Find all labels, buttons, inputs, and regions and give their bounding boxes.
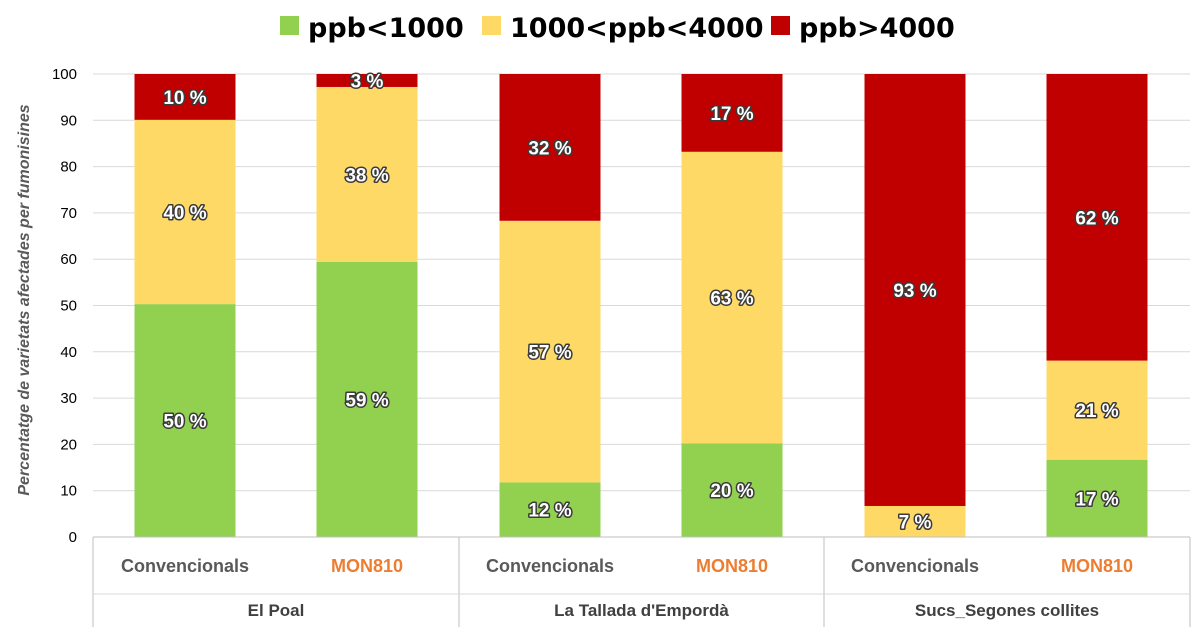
bars bbox=[134, 74, 1148, 537]
data-label-3-2: 17 % bbox=[710, 104, 753, 125]
category-label-2: Convencionals bbox=[486, 556, 614, 576]
category-label-1: MON810 bbox=[331, 556, 403, 576]
bar-segment-2-2 bbox=[499, 74, 601, 221]
data-label-2-1: 57 % bbox=[528, 343, 571, 364]
data-labels: 50 % 40 % 10 % 59 % 38 % 3 % 12 % 57 % 32 % 20 % 6… bbox=[162, 70, 1120, 535]
y-tick-label-100: 100 bbox=[52, 66, 77, 83]
bar-segment-1-1 bbox=[316, 86, 418, 262]
y-tick-label-50: 50 bbox=[60, 298, 77, 315]
category-label-4: Convencionals bbox=[851, 556, 979, 576]
y-tick-label-40: 40 bbox=[60, 344, 77, 361]
legend-swatch-0 bbox=[280, 16, 299, 35]
category-label-5: MON810 bbox=[1061, 556, 1133, 576]
bar-segment-0-0 bbox=[134, 304, 236, 537]
y-axis-label: Percentatge de varietats afectades per f… bbox=[16, 104, 33, 495]
data-label-0-1: 40 % bbox=[163, 203, 206, 224]
group-label-2: Sucs_Segones collites bbox=[915, 601, 1099, 620]
bar-segment-3-1 bbox=[681, 151, 783, 444]
data-label-4-1: 7 % bbox=[899, 512, 932, 533]
legend-swatch-1 bbox=[482, 16, 501, 35]
bar-segment-2-1 bbox=[499, 220, 601, 483]
legend-swatch-2 bbox=[771, 16, 790, 35]
legend-label-0: ppb<1000 bbox=[308, 13, 464, 44]
y-tick-label-80: 80 bbox=[60, 159, 77, 176]
group-label-1: La Tallada d'Empordà bbox=[554, 601, 729, 620]
bar-segment-3-0 bbox=[681, 443, 783, 537]
data-label-1-1: 38 % bbox=[345, 165, 388, 186]
group-label-0: El Poal bbox=[248, 601, 305, 620]
data-label-4-2: 93 % bbox=[893, 281, 936, 302]
data-label-5-0: 17 % bbox=[1075, 489, 1118, 510]
legend: ppb<1000 1000<ppb<4000 ppb>4000 bbox=[280, 13, 955, 44]
y-tick-label-20: 20 bbox=[60, 436, 77, 453]
data-label-1-0: 59 % bbox=[345, 390, 388, 411]
category-label-3: MON810 bbox=[696, 556, 768, 576]
data-label-0-0: 50 % bbox=[163, 412, 206, 433]
y-axis-ticks: 0 10 20 30 40 50 60 70 80 90 100 bbox=[52, 66, 77, 546]
data-label-5-1: 21 % bbox=[1075, 401, 1118, 422]
x-axis: Convencionals MON810 El Poal Convencionals M… bbox=[92, 536, 1191, 627]
bar-segment-1-2 bbox=[316, 74, 418, 87]
data-label-3-1: 63 % bbox=[710, 289, 753, 310]
data-label-3-0: 20 % bbox=[710, 481, 753, 502]
y-tick-label-90: 90 bbox=[60, 112, 77, 129]
legend-label-1: 1000<ppb<4000 bbox=[510, 13, 764, 44]
data-label-1-2: 3 % bbox=[351, 71, 384, 92]
y-tick-label-60: 60 bbox=[60, 251, 77, 268]
gridlines bbox=[93, 73, 1190, 538]
bar-segment-1-0 bbox=[316, 261, 418, 537]
data-label-2-2: 32 % bbox=[528, 138, 571, 159]
y-tick-label-30: 30 bbox=[60, 390, 77, 407]
data-label-5-2: 62 % bbox=[1075, 208, 1118, 229]
bar-segment-2-0 bbox=[499, 482, 601, 537]
bar-segment-5-0 bbox=[1046, 459, 1148, 537]
bar-segment-0-2 bbox=[134, 74, 236, 120]
y-tick-label-70: 70 bbox=[60, 205, 77, 222]
data-label-2-0: 12 % bbox=[528, 501, 571, 522]
bar-segment-4-1 bbox=[864, 505, 966, 537]
bar-segment-5-1 bbox=[1046, 360, 1148, 460]
y-tick-label-10: 10 bbox=[60, 483, 77, 500]
y-tick-label-0: 0 bbox=[69, 529, 77, 546]
legend-label-2: ppb>4000 bbox=[799, 13, 955, 44]
data-label-0-2: 10 % bbox=[163, 88, 206, 109]
category-label-0: Convencionals bbox=[121, 556, 249, 576]
bar-segment-4-2 bbox=[864, 74, 966, 506]
bar-segment-3-2 bbox=[681, 74, 783, 152]
bar-segment-5-2 bbox=[1046, 74, 1148, 361]
bar-segment-0-1 bbox=[134, 119, 236, 305]
